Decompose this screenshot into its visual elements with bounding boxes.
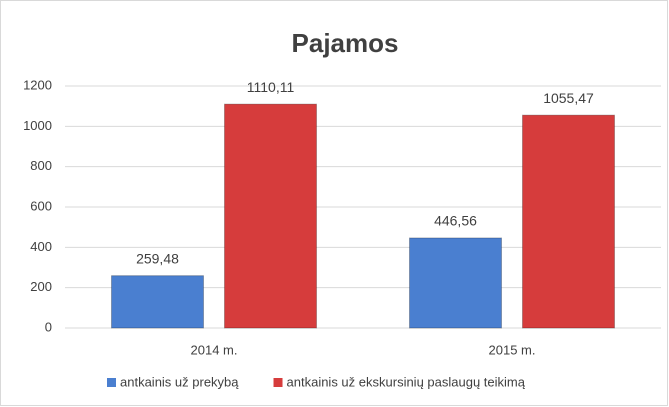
legend-swatch [107, 378, 116, 387]
legend-label: antkainis už prekybą [120, 374, 239, 389]
chart-title: Pajamos [292, 28, 399, 58]
y-tick-label: 1200 [23, 77, 52, 92]
y-tick-label: 1000 [23, 118, 52, 133]
bar [111, 275, 204, 329]
y-tick-label: 600 [30, 198, 52, 213]
value-label: 259,48 [136, 250, 179, 266]
legend-label: antkainis už ekskursinių paslaugų teikim… [287, 374, 526, 389]
y-tick-label: 400 [30, 239, 52, 254]
y-tick-label: 800 [30, 158, 52, 173]
x-tick-label: 2014 m. [191, 342, 238, 357]
y-tick-label: 200 [30, 279, 52, 294]
legend-swatch [273, 378, 283, 387]
value-label: 1110,11 [247, 79, 295, 95]
value-label: 1055,47 [543, 90, 594, 106]
value-label: 446,56 [434, 213, 477, 229]
x-tick-label: 2015 m. [489, 342, 536, 357]
y-tick-label: 0 [45, 319, 52, 334]
bar [409, 237, 502, 329]
bar [224, 103, 317, 329]
bar [522, 114, 615, 329]
